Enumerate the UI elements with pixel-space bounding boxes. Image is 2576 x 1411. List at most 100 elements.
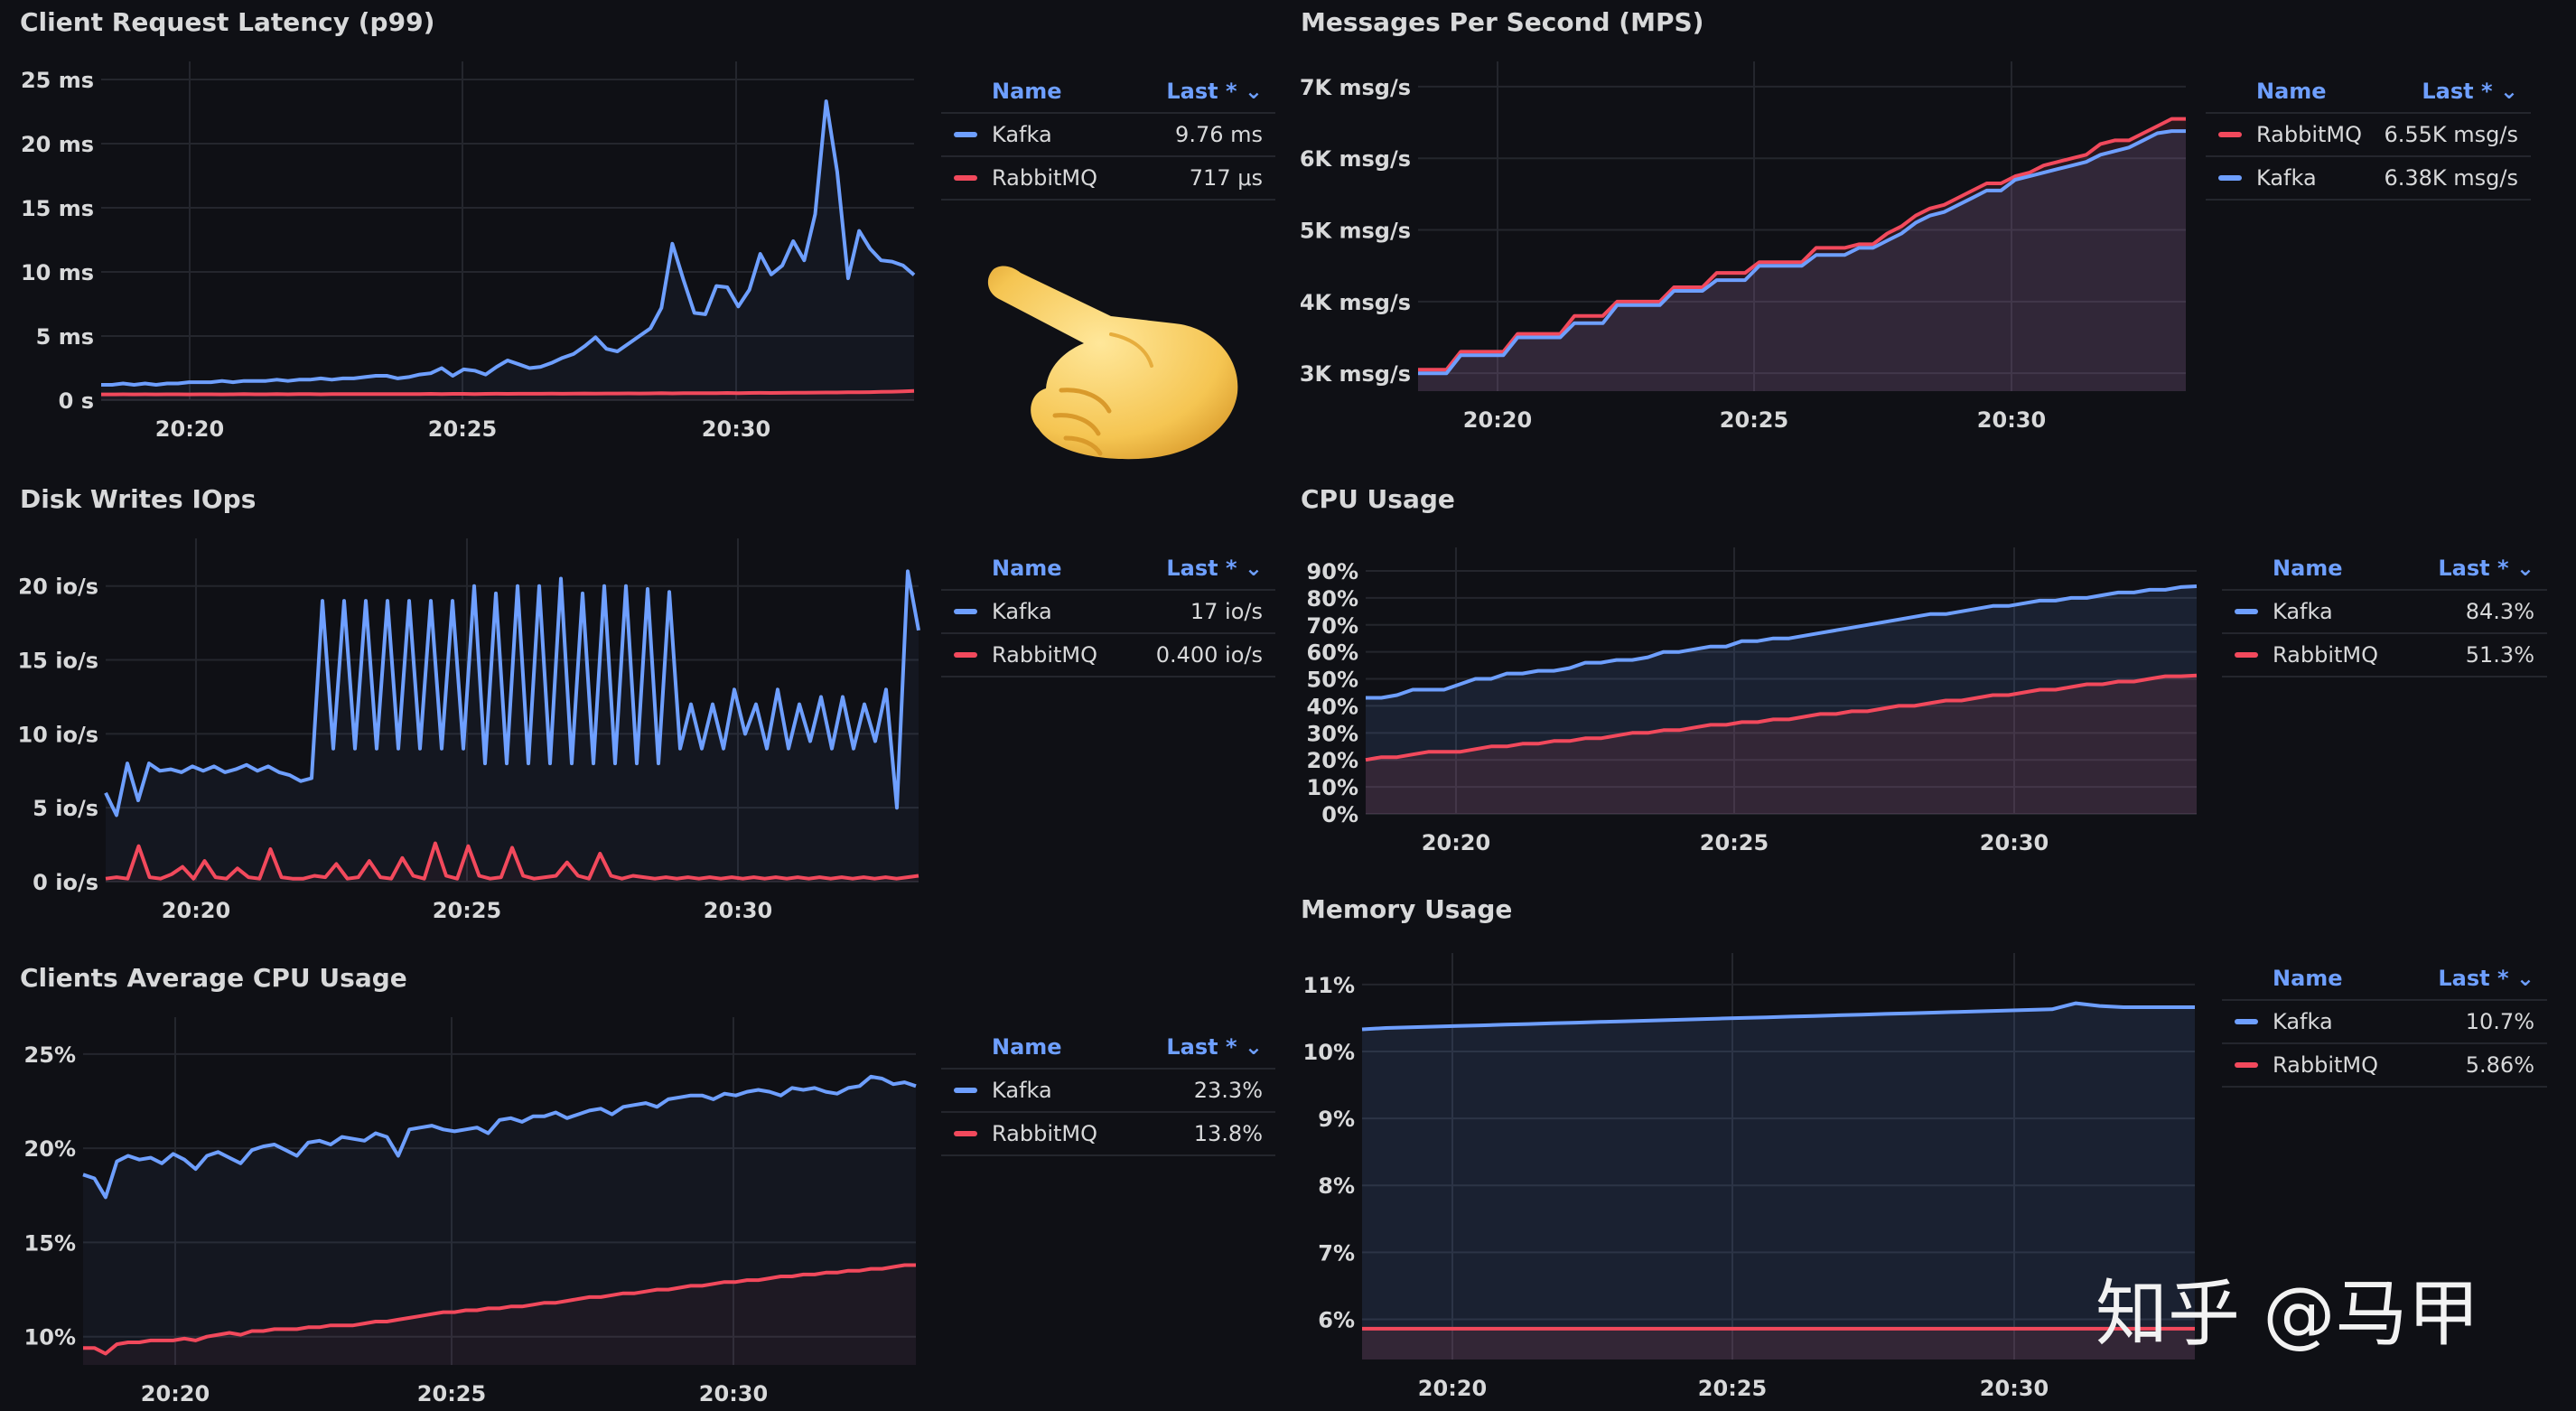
panel-cpu-usage: CPU Usage 0% 10% 20% 30% 40% 50% 60% 70% 80% 90% 2… — [1301, 484, 2565, 882]
series-area-rabbitmq — [1362, 1328, 2195, 1360]
cpu-usage-chart[interactable]: 0%10%20%30%40%50%60%70%80%90% 20:20 20:25 2… — [1301, 484, 2213, 882]
legend-last-sort-header[interactable]: Last * ⌄ — [1166, 79, 1263, 104]
y-tick-label: 5 ms — [36, 324, 94, 350]
legend-name-header[interactable]: Name — [2273, 556, 2343, 581]
watermark-text: 知乎 @马甲 — [2095, 1272, 2480, 1356]
legend-last-sort-header[interactable]: Last * ⌄ — [2438, 966, 2534, 991]
legend-header: Name Last * ⌄ — [2222, 958, 2547, 1001]
legend-header: Name Last * ⌄ — [941, 70, 1275, 114]
y-tick-label: 0 s — [59, 388, 94, 414]
legend-row-kafka[interactable]: Kafka 17 io/s — [941, 591, 1275, 634]
x-tick-label: 20:20 — [1422, 830, 1490, 855]
y-tick-label: 10 ms — [21, 260, 94, 285]
series-line-rabbitmq[interactable] — [1418, 117, 2186, 372]
panel-title[interactable]: Clients Average CPU Usage — [20, 963, 407, 993]
series-area-kafka — [1418, 131, 2186, 391]
legend-name-header[interactable]: Name — [992, 556, 1062, 581]
x-tick-label: 20:30 — [704, 898, 772, 923]
y-tick-label: 3K msg/s — [1301, 361, 1411, 387]
legend-header: Name Last * ⌄ — [941, 1026, 1275, 1070]
legend-series-name: RabbitMQ — [2206, 122, 2384, 147]
legend-last-value: 10.7% — [2465, 1009, 2534, 1034]
pointing-hand-icon — [987, 266, 1238, 460]
y-tick-label: 4K msg/s — [1301, 290, 1411, 315]
y-tick-label: 80% — [1307, 586, 1358, 612]
clients-cpu-chart[interactable]: 10% 15% 20% 25% 20:20 20:25 20:30 — [20, 963, 932, 1411]
y-tick-label: 15 ms — [21, 196, 94, 221]
legend-last-value: 84.3% — [2465, 599, 2534, 624]
legend-series-name: Kafka — [941, 1078, 1194, 1103]
legend-name-header[interactable]: Name — [992, 1034, 1062, 1060]
legend-name-header[interactable]: Name — [992, 79, 1062, 104]
legend-last-value: 17 io/s — [1190, 599, 1263, 624]
legend-last-value: 717 μs — [1189, 165, 1263, 191]
legend-row-rabbitmq[interactable]: RabbitMQ 51.3% — [2222, 634, 2547, 677]
y-tick-label: 20 io/s — [20, 575, 98, 600]
panel-client-latency: Client Request Latency (p99) 0 s 5 ms 10 m… — [20, 7, 1275, 459]
series-line-rabbitmq[interactable] — [1365, 673, 2198, 762]
legend-series-label: Kafka — [2256, 165, 2317, 191]
y-tick-label: 30% — [1307, 721, 1358, 746]
series-color-swatch — [954, 609, 977, 614]
y-tick-label: 6K msg/s — [1301, 146, 1411, 172]
legend-last-sort-header[interactable]: Last * ⌄ — [1166, 556, 1263, 581]
series-line-rabbitmq[interactable] — [105, 841, 919, 881]
series-color-swatch — [2218, 175, 2242, 181]
series-color-swatch — [2235, 652, 2258, 658]
legend-last-sort-header[interactable]: Last * ⌄ — [2422, 79, 2518, 104]
series-line-kafka[interactable] — [82, 1074, 917, 1200]
legend-row-kafka[interactable]: Kafka 9.76 ms — [941, 114, 1275, 157]
legend-name-header[interactable]: Name — [2273, 966, 2343, 991]
legend-series-label: Kafka — [2273, 1009, 2333, 1034]
x-tick-label: 20:30 — [699, 1381, 768, 1406]
y-tick-label: 40% — [1307, 694, 1358, 719]
series-area-rabbitmq — [1418, 118, 2186, 391]
legend-last-sort-header[interactable]: Last * ⌄ — [1166, 1034, 1263, 1060]
legend-row-rabbitmq[interactable]: RabbitMQ 717 μs — [941, 157, 1275, 201]
legend-row-kafka[interactable]: Kafka 23.3% — [941, 1070, 1275, 1113]
panel-title[interactable]: CPU Usage — [1301, 484, 1455, 514]
series-color-swatch — [954, 132, 977, 137]
panel-title[interactable]: Disk Writes IOps — [20, 484, 257, 514]
legend-row-kafka[interactable]: Kafka 10.7% — [2222, 1001, 2547, 1044]
y-tick-label: 9% — [1318, 1107, 1355, 1132]
panel-title[interactable]: Messages Per Second (MPS) — [1301, 7, 1704, 37]
legend-last-value: 51.3% — [2465, 642, 2534, 668]
series-line-rabbitmq[interactable] — [83, 1263, 916, 1356]
series-line-rabbitmq[interactable] — [101, 388, 915, 397]
panel-title[interactable]: Client Request Latency (p99) — [20, 7, 435, 37]
legend-row-rabbitmq[interactable]: RabbitMQ 6.55K msg/s — [2206, 114, 2531, 157]
series-line-kafka[interactable] — [101, 99, 916, 387]
series-line-kafka[interactable] — [1361, 1001, 2195, 1032]
legend-name-header[interactable]: Name — [2256, 79, 2327, 104]
disk-writes-chart[interactable]: 0 io/s 5 io/s 10 io/s 15 io/s 20 io/s 20:20 20… — [20, 484, 932, 936]
series-color-swatch — [2235, 1019, 2258, 1024]
mps-chart[interactable]: 3K msg/s 4K msg/s 5K msg/s 6K msg/s 7K msg/s… — [1301, 7, 2204, 459]
legend-series-label: Kafka — [2273, 599, 2333, 624]
series-color-swatch — [954, 1088, 977, 1093]
series-line-kafka[interactable] — [104, 569, 920, 818]
x-tick-label: 20:25 — [417, 1381, 486, 1406]
series-line-kafka[interactable] — [1366, 584, 2198, 700]
latency-chart[interactable]: 0 s 5 ms 10 ms 15 ms 20 ms 25 ms 20:20 20:25 20:… — [20, 7, 932, 459]
panel-title[interactable]: Memory Usage — [1301, 894, 1513, 924]
y-tick-label: 20% — [24, 1136, 76, 1162]
legend-row-kafka[interactable]: Kafka 6.38K msg/s — [2206, 157, 2531, 201]
mps-legend: Name Last * ⌄ RabbitMQ 6.55K msg/s Kafka 6.38… — [2206, 70, 2531, 201]
y-tick-label: 50% — [1307, 668, 1358, 693]
y-tick-label: 10% — [24, 1325, 76, 1350]
y-tick-label: 10% — [1303, 1040, 1355, 1065]
y-tick-label: 7K msg/s — [1301, 75, 1411, 100]
y-tick-label: 70% — [1307, 613, 1358, 639]
legend-series-label: RabbitMQ — [992, 165, 1097, 191]
series-color-swatch — [954, 175, 977, 181]
series-line-kafka[interactable] — [1418, 129, 2186, 376]
memory-usage-chart[interactable]: 6% 7% 8% 9% 10% 11% 20:20 20:25 20:30 — [1301, 894, 2213, 1411]
legend-row-rabbitmq[interactable]: RabbitMQ 5.86% — [2222, 1044, 2547, 1088]
legend-row-kafka[interactable]: Kafka 84.3% — [2222, 591, 2547, 634]
legend-last-sort-header[interactable]: Last * ⌄ — [2438, 556, 2534, 581]
x-tick-label: 20:20 — [1418, 1376, 1487, 1401]
legend-row-rabbitmq[interactable]: RabbitMQ 0.400 io/s — [941, 634, 1275, 677]
legend-row-rabbitmq[interactable]: RabbitMQ 13.8% — [941, 1113, 1275, 1156]
legend-series-name: RabbitMQ — [2222, 642, 2466, 668]
